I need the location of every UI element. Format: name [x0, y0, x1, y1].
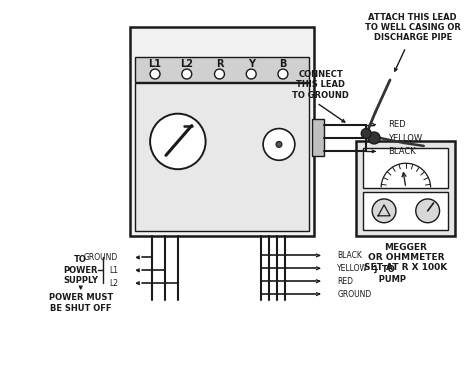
Text: R: R	[216, 59, 223, 69]
Text: ATTACH THIS LEAD
TO WELL CASING OR
DISCHARGE PIPE: ATTACH THIS LEAD TO WELL CASING OR DISCH…	[365, 13, 461, 42]
Bar	[363, 192, 448, 230]
Bar	[130, 27, 314, 236]
Text: L2: L2	[109, 279, 118, 288]
Text: TO
POWER
SUPPLY: TO POWER SUPPLY	[63, 255, 98, 285]
Bar	[363, 148, 448, 188]
Text: CONNECT
THIS LEAD
TO GROUND: CONNECT THIS LEAD TO GROUND	[292, 70, 349, 100]
Circle shape	[368, 132, 380, 144]
Text: L1: L1	[148, 59, 162, 69]
Text: MEGGER
OR OHMMETER
SET AT R X 100K: MEGGER OR OHMMETER SET AT R X 100K	[364, 243, 447, 272]
Circle shape	[182, 69, 191, 79]
Text: POWER MUST
BE SHUT OFF: POWER MUST BE SHUT OFF	[48, 293, 113, 313]
Circle shape	[361, 129, 371, 139]
Circle shape	[215, 69, 225, 79]
Text: RED: RED	[388, 120, 406, 129]
Bar	[356, 141, 456, 236]
Text: GROUND: GROUND	[84, 253, 118, 262]
Circle shape	[246, 69, 256, 79]
Text: L1: L1	[109, 266, 118, 275]
Text: GROUND: GROUND	[337, 290, 372, 299]
Bar	[312, 119, 324, 156]
Text: Y: Y	[248, 59, 255, 69]
Circle shape	[150, 69, 160, 79]
Text: B: B	[279, 59, 287, 69]
Circle shape	[276, 141, 282, 147]
Text: L2: L2	[180, 59, 193, 69]
Bar	[135, 83, 309, 231]
Text: BLACK: BLACK	[388, 147, 416, 156]
Text: YELLOW: YELLOW	[337, 264, 368, 273]
Bar	[135, 57, 309, 82]
Circle shape	[263, 129, 295, 160]
Circle shape	[278, 69, 288, 79]
Circle shape	[150, 114, 206, 169]
Text: YELLOW: YELLOW	[388, 134, 422, 143]
Text: RED: RED	[337, 277, 354, 286]
Text: BLACK: BLACK	[337, 251, 362, 260]
Circle shape	[416, 199, 439, 223]
Text: } TO
  PUMP: } TO PUMP	[373, 265, 406, 285]
Circle shape	[372, 199, 396, 223]
